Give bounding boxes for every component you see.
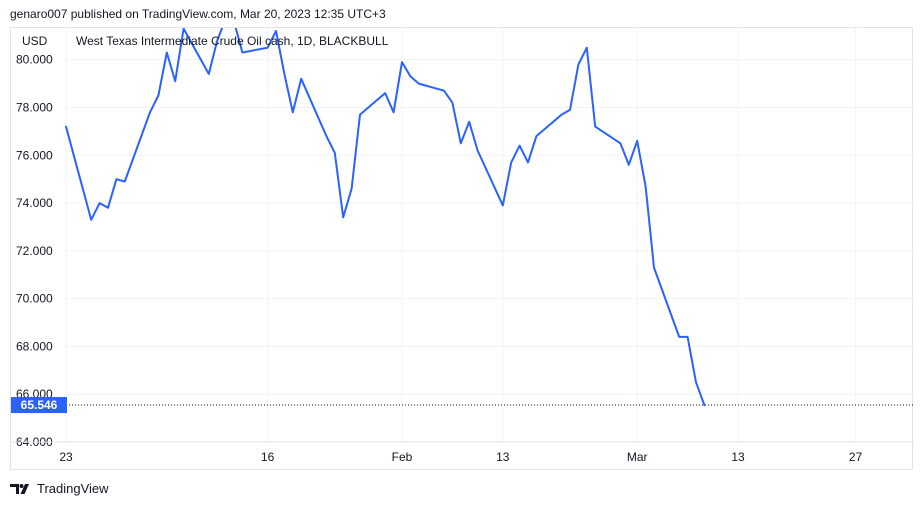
x-tick-label: 27 — [849, 450, 863, 464]
x-tick-label: 23 — [59, 450, 73, 464]
y-tick-label: 68.000 — [16, 339, 53, 353]
tradingview-logo-icon — [10, 483, 29, 494]
chart-frame: 64.000 66.000 68.000 70.000 72.000 74.000 76.0… — [10, 27, 914, 471]
y-tick-label: 72.000 — [16, 244, 53, 258]
x-tick-label: 16 — [261, 450, 275, 464]
series-line — [65, 28, 706, 407]
publisher-line: genaro007 published on TradingView.com, … — [10, 7, 386, 21]
footer: TradingView — [10, 481, 109, 496]
last-price-label: 65.546 — [21, 398, 58, 412]
price-chart[interactable]: 64.00066.00068.00070.00072.00074.00076.0… — [11, 28, 914, 471]
chart-title: West Texas Intermediate Crude Oil cash, … — [76, 34, 389, 48]
x-tick-label: Mar — [627, 450, 648, 464]
last-price-tag — [11, 397, 67, 414]
y-tick-label: 80.000 — [16, 53, 53, 67]
y-tick-label: 70.000 — [16, 292, 53, 306]
currency-label: USD — [22, 34, 48, 48]
y-tick-label: 76.000 — [16, 148, 53, 162]
x-tick-label: Feb — [392, 450, 413, 464]
footer-brand: TradingView — [37, 481, 109, 496]
y-tick-label: 74.000 — [16, 196, 53, 210]
x-tick-label: 13 — [496, 450, 510, 464]
y-tick-label: 78.000 — [16, 100, 53, 114]
x-tick-label: 13 — [731, 450, 745, 464]
